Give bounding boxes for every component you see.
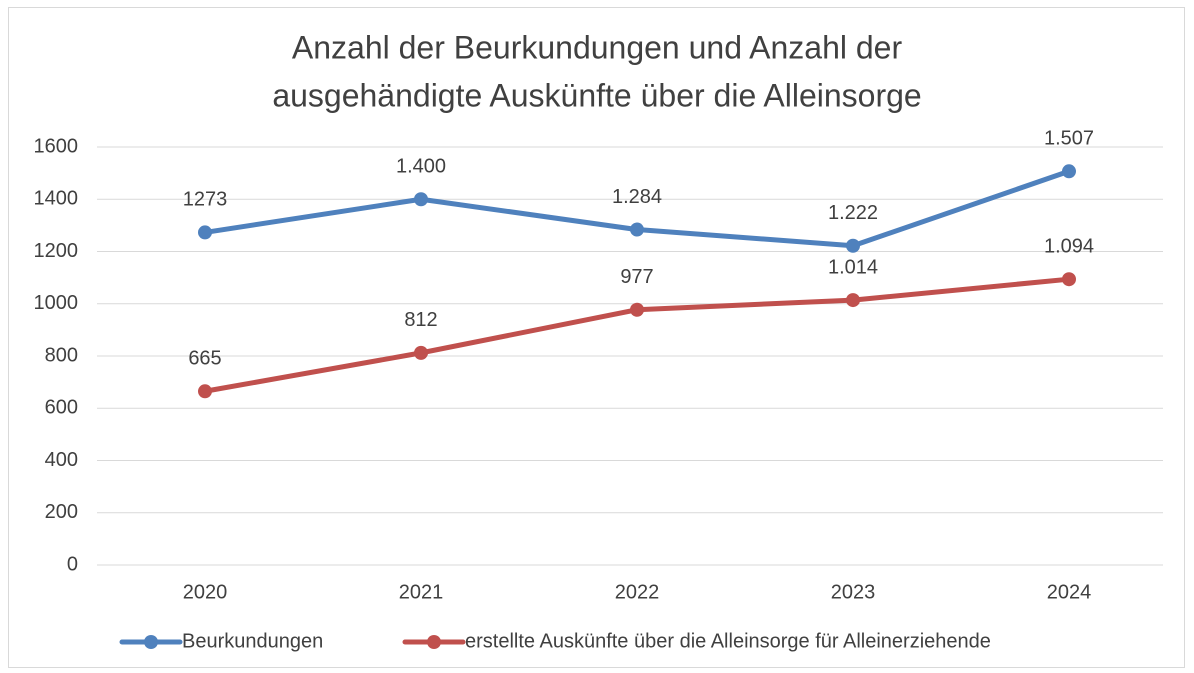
y-tick-label: 1200 xyxy=(34,240,79,262)
data-label: 1273 xyxy=(183,189,228,211)
data-label: 1.014 xyxy=(828,256,878,278)
data-point xyxy=(414,192,428,207)
y-tick-label: 1000 xyxy=(34,292,79,314)
legend-label: Beurkundungen xyxy=(182,630,323,652)
y-tick-label: 400 xyxy=(45,449,78,471)
data-point xyxy=(1062,164,1076,179)
data-label: 1.094 xyxy=(1044,235,1094,257)
data-label: 1.400 xyxy=(396,156,446,178)
x-tick-label: 2023 xyxy=(831,581,876,603)
data-point xyxy=(630,222,644,237)
data-point xyxy=(198,384,212,399)
y-tick-label: 800 xyxy=(45,344,78,366)
chart-border xyxy=(8,7,1185,668)
data-point xyxy=(198,225,212,240)
y-tick-label: 1400 xyxy=(34,188,79,210)
data-label: 1.507 xyxy=(1044,128,1094,150)
x-tick-label: 2020 xyxy=(183,581,228,603)
data-point xyxy=(1062,272,1076,287)
x-tick-label: 2024 xyxy=(1047,581,1092,603)
legend-marker xyxy=(144,635,158,649)
data-point xyxy=(846,293,860,308)
data-label: 1.284 xyxy=(612,186,662,208)
legend-label: erstellte Auskünfte über die Alleinsorge… xyxy=(465,630,991,652)
chart-title: Anzahl der Beurkundungen und Anzahl der xyxy=(292,29,903,65)
x-tick-label: 2021 xyxy=(399,581,444,603)
y-tick-label: 200 xyxy=(45,501,78,523)
data-label: 1.222 xyxy=(828,202,878,224)
data-point xyxy=(414,345,428,360)
y-tick-label: 600 xyxy=(45,397,78,419)
data-point xyxy=(630,302,644,317)
y-tick-label: 1600 xyxy=(34,135,79,157)
legend-marker xyxy=(427,635,441,649)
x-tick-label: 2022 xyxy=(615,581,660,603)
data-point xyxy=(846,238,860,253)
data-label: 812 xyxy=(404,309,437,331)
y-tick-label: 0 xyxy=(67,553,78,575)
data-label: 977 xyxy=(620,266,653,288)
data-label: 665 xyxy=(188,348,221,370)
chart-title: ausgehändigte Auskünfte über die Alleins… xyxy=(272,77,921,113)
